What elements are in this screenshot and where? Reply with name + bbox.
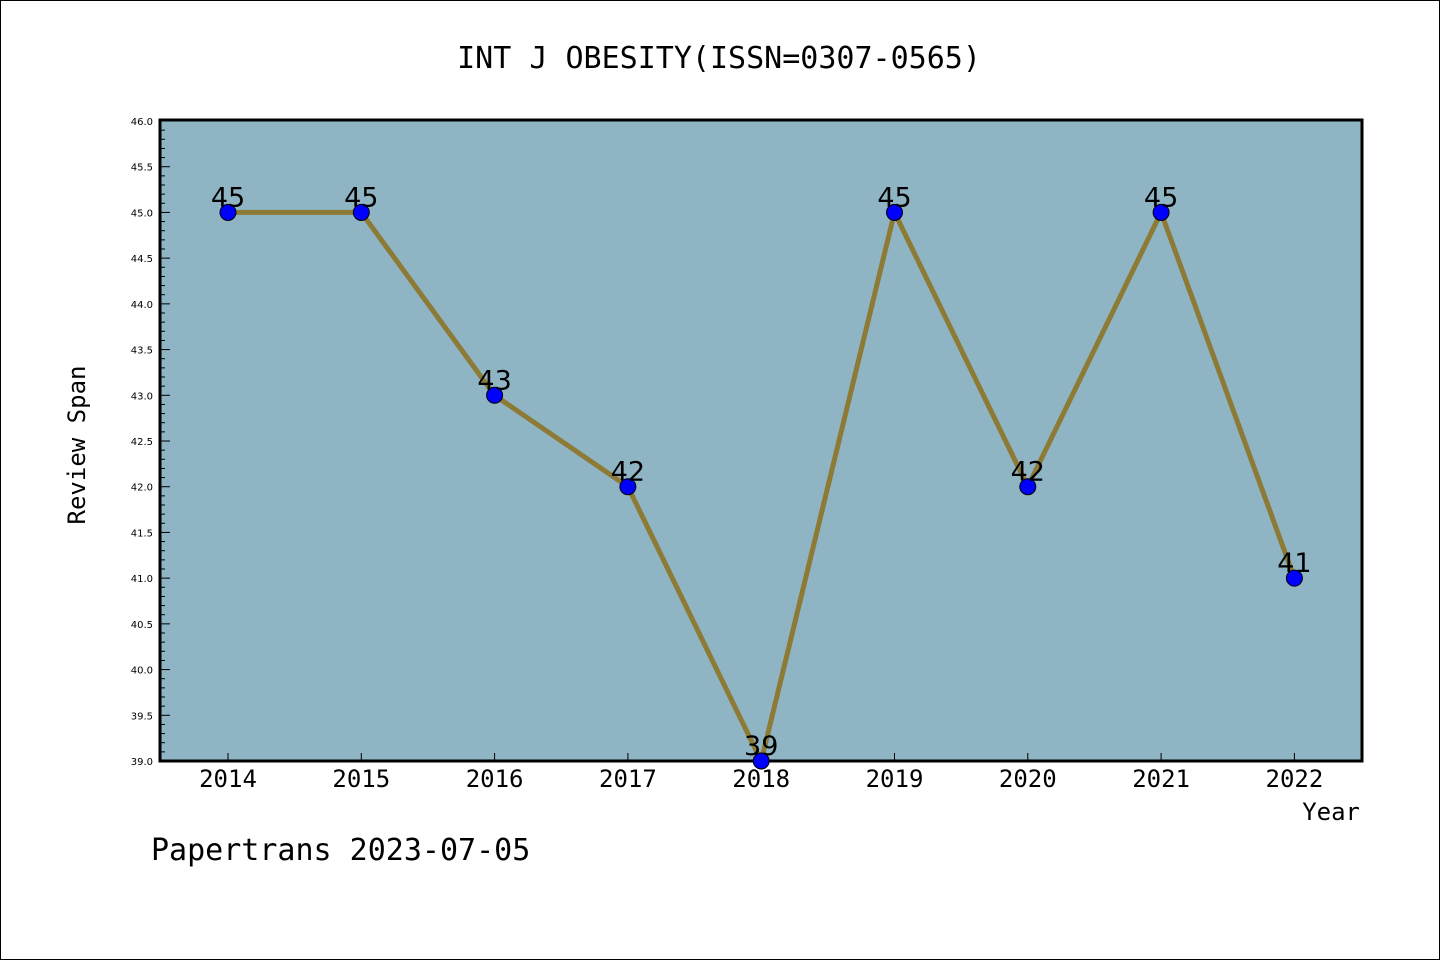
x-tick-label: 2019 [866, 765, 924, 793]
data-label: 43 [477, 365, 511, 396]
data-point [1285, 569, 1303, 587]
y-tick-label: 41.0 [131, 574, 153, 585]
x-tick-label: 2018 [732, 765, 790, 793]
x-tick-label: 2014 [199, 765, 257, 793]
x-tick-label: 2017 [599, 765, 657, 793]
x-axis-label: Year [1302, 798, 1360, 826]
y-tick-label: 44.0 [131, 300, 153, 311]
y-tick-label: 46.0 [131, 117, 153, 128]
y-tick-label: 45.0 [131, 208, 153, 219]
y-axis-label: Review Span [63, 366, 91, 525]
plot-area [158, 118, 1364, 763]
y-axis-ticks: 39.0 39.5 40.0 40.5 41.0 41.5 42.0 42.5 43.0 43.5… [131, 117, 170, 768]
data-label: 42 [611, 457, 645, 488]
y-tick-label: 44.5 [131, 254, 153, 265]
y-tick-label: 39.5 [131, 711, 153, 722]
data-point [752, 752, 770, 770]
data-point [1019, 478, 1037, 496]
series-layer: 45 45 43 42 39 45 42 45 41 [211, 182, 1312, 770]
y-tick-label: 43.5 [131, 346, 153, 357]
x-tick-label: 2015 [332, 765, 390, 793]
x-tick-label: 2021 [1132, 765, 1190, 793]
data-label: 45 [877, 182, 911, 213]
x-tick-label: 2020 [999, 765, 1057, 793]
y-tick-label: 40.5 [131, 620, 153, 631]
data-label: 45 [1144, 182, 1178, 213]
chart-title: INT J OBESITY(ISSN=0307-0565) [457, 41, 981, 76]
x-tick-label: 2016 [466, 765, 524, 793]
data-label: 39 [744, 731, 778, 762]
x-tick-label: 2022 [1266, 765, 1324, 793]
data-point [886, 203, 903, 221]
y-tick-label: 43.0 [131, 391, 153, 402]
data-label: 45 [344, 182, 378, 213]
data-label: 41 [1277, 548, 1311, 579]
data-point [1152, 203, 1170, 221]
data-label: 45 [211, 182, 245, 213]
footer-credit: Papertrans 2023-07-05 [151, 833, 531, 868]
y-tick-label: 41.5 [131, 528, 153, 539]
y-tick-label: 40.0 [131, 666, 153, 677]
data-point [619, 478, 637, 496]
y-tick-label: 42.0 [131, 483, 153, 494]
data-point [352, 203, 370, 221]
y-tick-label: 45.5 [131, 163, 153, 174]
x-axis-ticks: 2014 2015 2016 2017 2018 2019 2020 2021 2022 [199, 753, 1323, 793]
data-point [486, 386, 504, 404]
data-label: 42 [1011, 457, 1045, 488]
y-tick-label: 42.5 [131, 437, 153, 448]
data-point [219, 203, 237, 221]
y-tick-label: 39.0 [131, 757, 153, 768]
